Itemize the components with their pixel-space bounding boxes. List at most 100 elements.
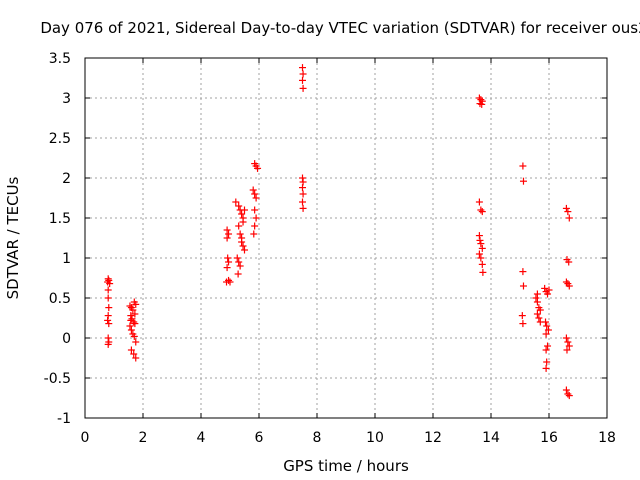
data-point — [542, 318, 550, 326]
data-point — [233, 254, 241, 262]
data-point — [542, 346, 550, 354]
data-point — [223, 278, 231, 286]
data-point — [519, 268, 527, 276]
y-tick-label: -0.5 — [44, 371, 71, 387]
data-point — [241, 206, 248, 214]
data-point — [533, 290, 541, 298]
data-point — [104, 316, 112, 324]
data-point — [477, 240, 485, 248]
data-point — [565, 342, 573, 350]
data-point — [519, 162, 527, 170]
data-point — [238, 210, 246, 218]
data-point — [565, 258, 573, 266]
data-point — [236, 262, 244, 270]
data-point — [519, 177, 527, 185]
data-point — [475, 250, 483, 258]
data-point — [299, 190, 307, 198]
y-tick-label: 2.5 — [49, 131, 71, 147]
data-point — [105, 276, 113, 284]
data-point — [565, 392, 573, 400]
data-point — [225, 258, 233, 266]
x-tick-label: 6 — [255, 430, 264, 446]
data-point — [475, 198, 483, 206]
data-point — [564, 208, 572, 216]
data-point — [131, 320, 139, 328]
data-point — [127, 316, 135, 324]
data-point — [223, 234, 231, 242]
data-point — [232, 198, 240, 206]
data-point — [533, 298, 541, 306]
data-point — [235, 258, 243, 266]
y-tick-label: 2 — [62, 171, 71, 187]
y-tick-label: 3.5 — [49, 51, 71, 67]
data-point — [235, 202, 243, 210]
x-tick-label: 2 — [139, 430, 148, 446]
data-point — [299, 84, 307, 92]
grid-lines — [85, 58, 607, 418]
x-tick-label: 0 — [81, 430, 90, 446]
data-point — [249, 186, 257, 194]
data-point — [251, 190, 259, 198]
y-axis-label: SDTVAR / TECUs — [4, 176, 22, 299]
data-point — [250, 230, 258, 238]
data-point — [130, 350, 138, 358]
data-point — [536, 306, 544, 314]
data-point — [254, 164, 262, 172]
data-point — [563, 346, 571, 354]
data-point — [225, 230, 233, 238]
data-point — [477, 206, 485, 214]
data-point — [239, 242, 247, 250]
data-point — [223, 264, 231, 272]
data-point — [477, 254, 485, 262]
data-point — [126, 322, 134, 330]
data-point — [251, 206, 259, 214]
data-point — [252, 194, 260, 202]
data-point — [476, 236, 484, 244]
data-point — [299, 76, 306, 84]
plot-frame — [84, 57, 608, 419]
y-tick-label: -1 — [57, 411, 71, 427]
data-point — [544, 326, 552, 334]
data-point — [299, 204, 307, 212]
data-point — [299, 184, 306, 192]
data-point — [224, 254, 232, 262]
data-point — [234, 270, 242, 278]
data-point — [238, 234, 246, 242]
x-tick-label: 8 — [313, 430, 322, 446]
y-tick-label: 0.5 — [49, 291, 71, 307]
data-point — [564, 390, 572, 398]
data-point — [251, 222, 259, 230]
data-point — [562, 278, 570, 286]
data-point — [241, 246, 248, 254]
y-tick-label: 1.5 — [49, 211, 71, 227]
data-point — [478, 244, 486, 252]
data-point — [131, 310, 139, 318]
data-point — [535, 314, 543, 322]
data-point — [543, 322, 551, 330]
data-point — [519, 282, 527, 290]
data-point — [132, 338, 140, 346]
x-tick-label: 12 — [424, 430, 442, 446]
data-point — [518, 312, 526, 320]
data-point — [543, 358, 551, 366]
axis-ticks: 0 2 4 6 8 10 12 14 16 18 -1 -0.5 0 0.5 1 1.5 2 2.5 3 3.5 — [44, 51, 616, 446]
data-point — [565, 282, 573, 290]
x-tick-label: 16 — [540, 430, 558, 446]
data-point — [223, 226, 231, 234]
data-point — [132, 354, 140, 362]
data-point — [542, 330, 550, 338]
x-tick-label: 14 — [482, 430, 500, 446]
data-point — [541, 284, 549, 292]
y-tick-label: 0 — [62, 331, 71, 347]
chart-title: Day 076 of 2021, Sidereal Day-to-day VTE… — [40, 19, 640, 37]
data-point — [104, 340, 112, 348]
data-point — [299, 198, 306, 206]
data-point — [478, 260, 486, 268]
data-point — [562, 386, 570, 394]
data-point — [236, 230, 244, 238]
data-point — [127, 346, 135, 354]
data-point — [544, 290, 552, 298]
data-point — [127, 326, 135, 334]
x-axis-label: GPS time / hours — [283, 457, 409, 475]
